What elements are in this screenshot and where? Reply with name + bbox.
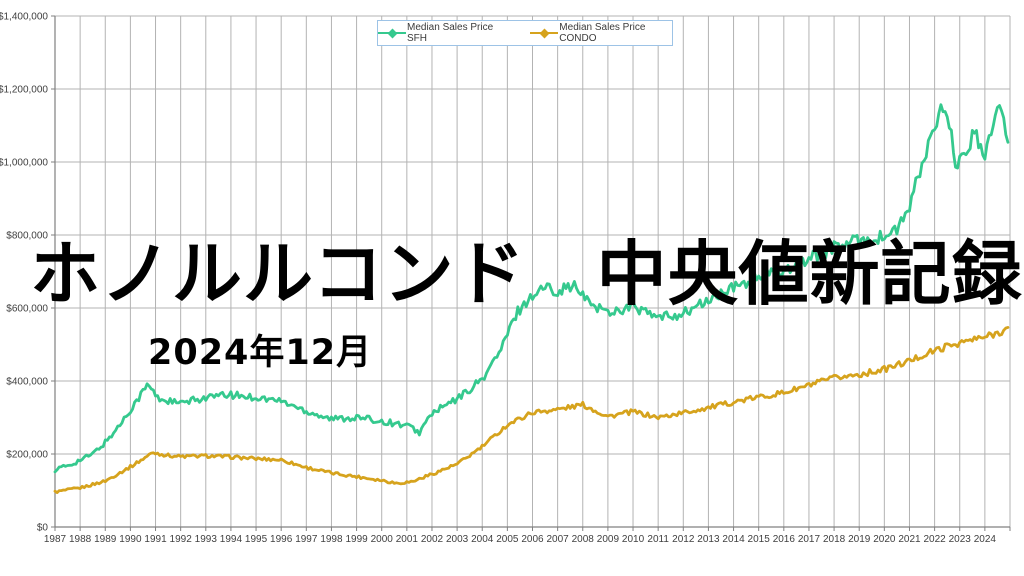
y-axis-tick-label: $600,000 [6,304,48,315]
x-axis-tick-label: 1989 [94,534,117,545]
x-axis-tick-label: 2024 [974,534,997,545]
x-axis-tick-label: 1994 [220,534,243,545]
legend-label-sfh: Median Sales Price SFH [407,22,494,44]
x-axis-tick-label: 2009 [597,534,620,545]
x-axis-tick-label: 2000 [371,534,394,545]
condo-price-line [53,326,1010,494]
y-axis-tick-label: $1,400,000 [0,12,48,23]
sfh-line-marker-icon [378,28,406,38]
x-axis-tick-label: 2016 [773,534,796,545]
x-axis-tick-label: 2003 [446,534,469,545]
x-axis-tick-label: 2022 [923,534,946,545]
condo-line-marker-icon [530,28,559,38]
x-axis-tick-label: 1999 [345,534,368,545]
x-axis-tick-label: 1998 [320,534,343,545]
x-axis-tick-label: 2004 [471,534,494,545]
x-axis-tick-label: 1992 [170,534,193,545]
x-axis-tick-label: 1996 [270,534,293,545]
x-axis-tick-label: 2005 [496,534,519,545]
legend-label-condo: Median Sales Price CONDO [559,22,646,44]
legend-item-sfh: Median Sales Price SFH [378,22,504,44]
x-axis-tick-label: 2018 [823,534,846,545]
x-axis-tick-label: 2007 [547,534,570,545]
y-axis-tick-label: $1,000,000 [0,158,48,169]
x-axis-tick-label: 2012 [672,534,695,545]
x-axis-tick-label: 2014 [722,534,745,545]
headline-text: ホノルルコンド 中央値新記録 [30,233,1023,315]
x-axis-tick-label: 2015 [748,534,771,545]
x-axis-tick-label: 1988 [69,534,92,545]
x-axis-tick-label: 2001 [396,534,419,545]
x-axis-tick-label: 2010 [622,534,645,545]
legend-item-condo: Median Sales Price CONDO [530,22,672,44]
x-axis-tick-label: 2013 [697,534,720,545]
x-axis-tick-label: 1991 [144,534,167,545]
y-axis-tick-label: $1,200,000 [0,85,48,96]
chart-legend: Median Sales Price SFH Median Sales Pric… [377,20,673,46]
y-axis-tick-label: $0 [37,523,49,534]
x-axis-tick-label: 1990 [119,534,142,545]
y-axis-tick-label: $200,000 [6,450,48,461]
x-axis-tick-label: 2002 [421,534,444,545]
sfh-price-line [53,103,1010,474]
x-axis-tick-label: 1995 [245,534,268,545]
y-axis-tick-label: $800,000 [6,231,48,242]
x-axis-tick-label: 2008 [572,534,595,545]
y-axis-tick-label: $400,000 [6,377,48,388]
date-subtitle-text: 2024年12月 [148,333,373,373]
x-axis-tick-label: 1987 [44,534,67,545]
x-axis-tick-label: 2017 [798,534,821,545]
x-axis-tick-label: 2021 [898,534,921,545]
x-axis-tick-label: 1997 [295,534,318,545]
x-axis-tick-label: 2023 [949,534,972,545]
x-axis-tick-label: 2011 [647,534,669,545]
x-axis-tick-label: 2019 [848,534,871,545]
x-axis-tick-label: 1993 [195,534,218,545]
x-axis-tick-label: 2006 [521,534,544,545]
x-axis-tick-label: 2020 [873,534,896,545]
